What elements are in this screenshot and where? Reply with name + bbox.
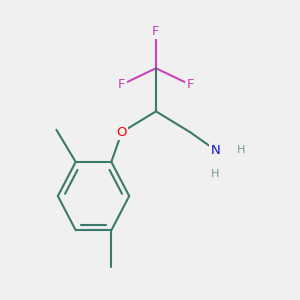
Text: F: F <box>152 25 160 38</box>
Text: H: H <box>211 169 220 179</box>
Text: O: O <box>116 126 127 139</box>
Text: F: F <box>118 78 125 91</box>
Text: N: N <box>211 143 220 157</box>
Text: H: H <box>236 145 245 155</box>
Text: F: F <box>186 78 194 91</box>
